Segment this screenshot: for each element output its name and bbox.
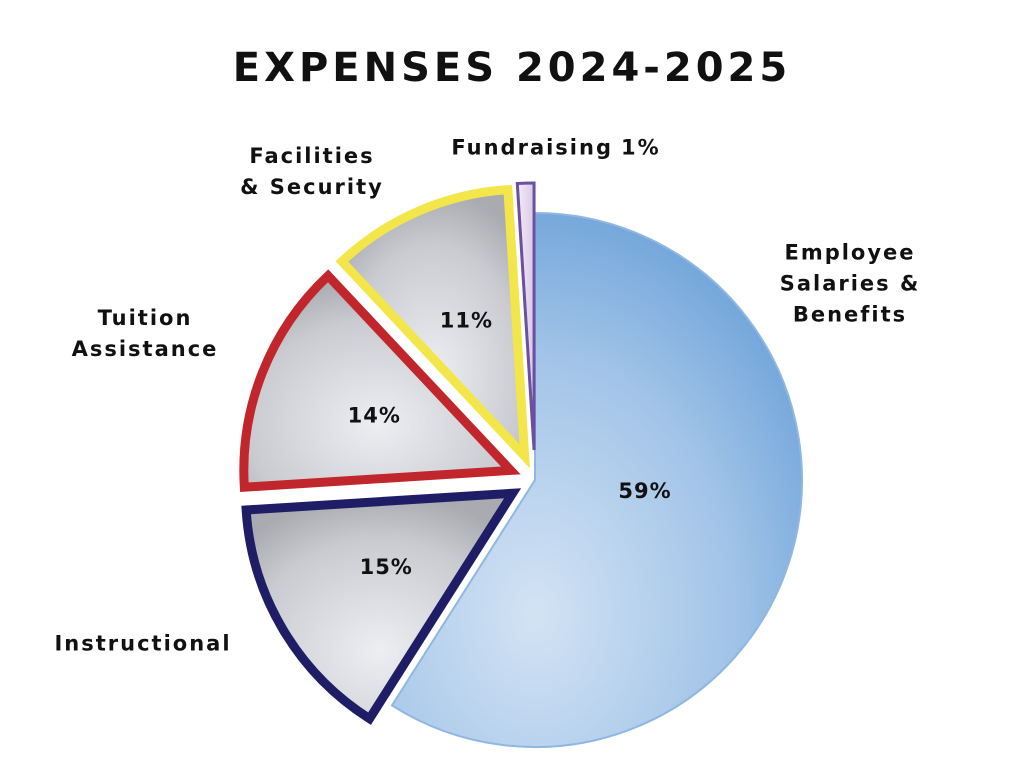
chart-title: EXPENSES 2024-2025 <box>232 45 792 91</box>
pie-slice <box>390 211 803 748</box>
value-label: 59% <box>618 479 671 503</box>
category-label: Fundraising 1% <box>451 133 660 164</box>
category-label: Fundraising <box>451 135 613 160</box>
value-label: 15% <box>360 555 413 579</box>
category-label: Instructional <box>54 631 232 656</box>
value-label: 11% <box>440 308 493 332</box>
value-label: 1% <box>620 135 661 160</box>
pie-slice <box>515 181 536 451</box>
category-label: Employee Salaries & Benefits <box>779 240 921 327</box>
value-label: 14% <box>348 403 401 427</box>
pie-slice <box>241 488 522 725</box>
pie-slice <box>335 184 530 469</box>
pie-slice <box>239 269 521 492</box>
category-label: Facilities & Security <box>240 144 384 199</box>
category-label: Tuition Assistance <box>71 306 219 361</box>
